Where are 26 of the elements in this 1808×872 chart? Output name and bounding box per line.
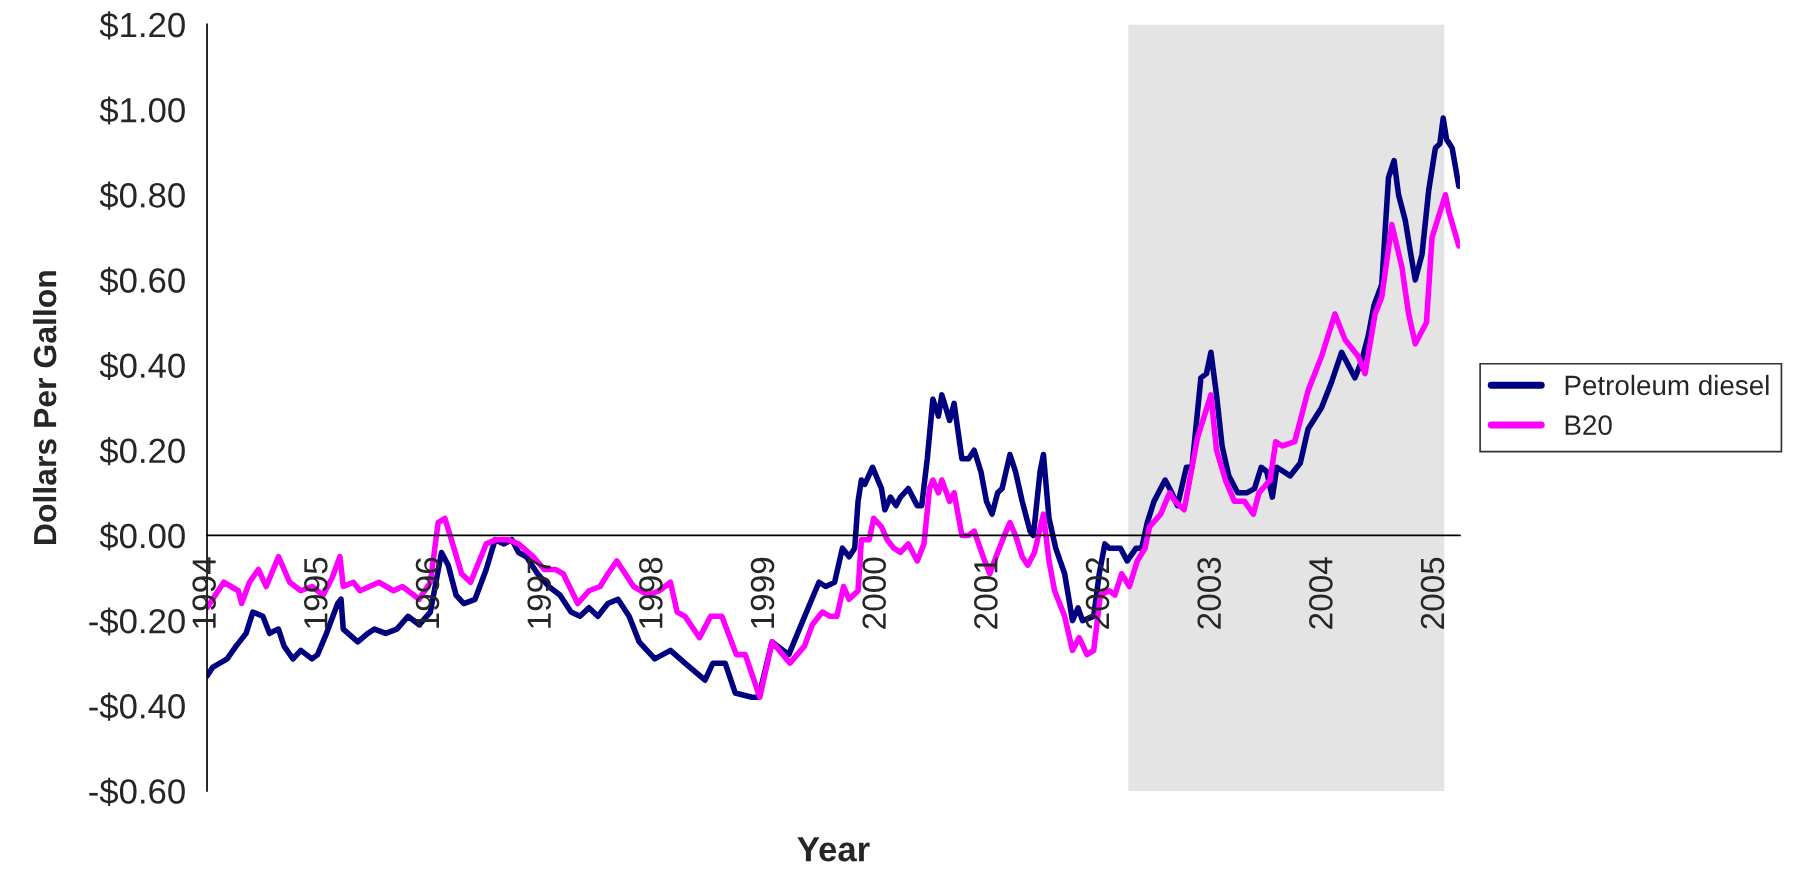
x-tick-label: 1995 — [304, 557, 328, 628]
y-tick-label: $0.60 — [99, 266, 185, 295]
y-tick-label: -$0.20 — [89, 607, 185, 636]
x-tick-label: 1996 — [415, 557, 440, 628]
y-tick-label: $1.00 — [99, 96, 185, 125]
x-tick-label: 1997 — [527, 557, 551, 628]
y-tick-label: -$0.40 — [89, 692, 185, 721]
x-tick-label: 2005 — [1420, 557, 1445, 629]
y-tick-label: $0.80 — [99, 181, 185, 210]
x-tick-label: 2003 — [1197, 557, 1221, 629]
x-tick-label: 2004 — [1309, 557, 1333, 629]
x-tick-label: 1998 — [639, 557, 663, 628]
x-axis-title: Year — [797, 837, 870, 862]
x-tick-label: 1994 — [192, 557, 216, 628]
y-tick-label: $0.00 — [99, 522, 185, 551]
x-tick-label: 2001 — [974, 557, 998, 629]
legend-label: Petroleum diesel — [1565, 374, 1769, 396]
legend-label: B20 — [1565, 415, 1612, 436]
x-tick-label: 2000 — [862, 557, 886, 629]
y-tick-label: $0.20 — [99, 437, 185, 466]
x-tick-label: 1999 — [750, 557, 775, 628]
y-axis-title: Dollars Per Gallon — [32, 271, 57, 544]
x-tick-label: 2002 — [1085, 557, 1110, 629]
y-tick-label: $1.20 — [99, 11, 185, 40]
y-tick-label: -$0.60 — [89, 777, 185, 806]
y-tick-label: $0.40 — [99, 351, 185, 381]
